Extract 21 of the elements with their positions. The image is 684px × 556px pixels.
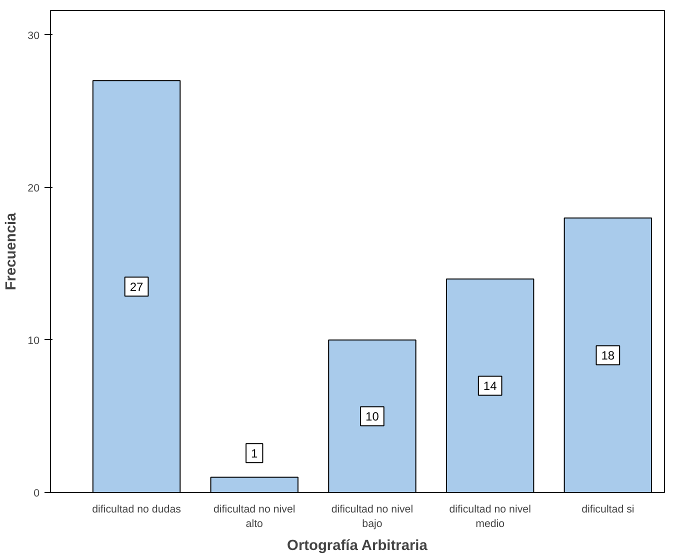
x-axis-title: Ortografía Arbitraria — [287, 538, 428, 554]
bar — [446, 278, 534, 492]
bar — [328, 339, 416, 492]
bar — [92, 80, 181, 492]
x-tick-label: dificultad no nivel bajo — [331, 504, 414, 530]
data-label: 14 — [483, 379, 498, 394]
bar — [210, 476, 298, 492]
data-label: 1 — [251, 446, 258, 461]
data-label: 10 — [366, 410, 380, 424]
x-tick-label: dificultad no nivel medio — [449, 504, 531, 530]
data-label: 18 — [601, 348, 615, 363]
y-axis-title: Frecuencia — [4, 212, 20, 290]
y-tick-label: 10 — [28, 334, 40, 347]
x-tick-label: dificultad si — [582, 504, 634, 516]
y-tick-label: 0 — [34, 488, 40, 500]
x-tick-label: dificultad no nivel alto — [214, 504, 296, 530]
y-tick-label: 20 — [28, 182, 40, 194]
data-label: 27 — [130, 280, 144, 294]
bar — [564, 217, 652, 492]
x-tick-label: dificultad no dudas — [92, 504, 181, 516]
y-tick-label: 30 — [28, 30, 40, 42]
